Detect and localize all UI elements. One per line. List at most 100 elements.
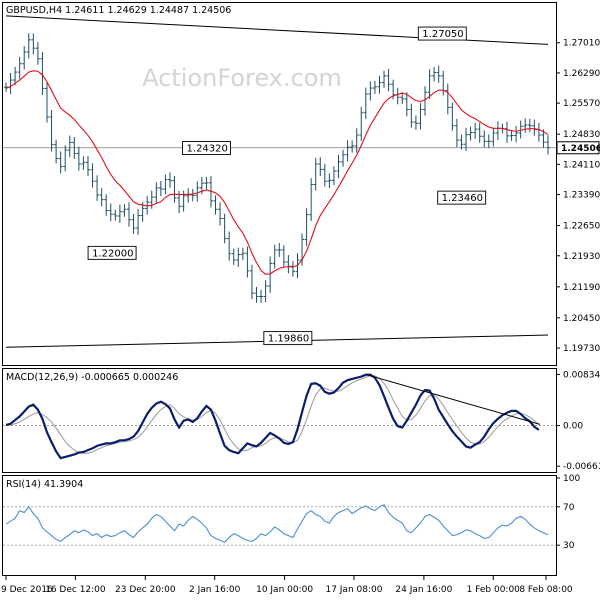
rsi-main-line	[5, 504, 549, 543]
price-bar	[400, 92, 405, 105]
price-bar	[167, 172, 172, 188]
price-bar	[432, 66, 437, 82]
price-bar	[158, 180, 163, 197]
macd-panel-title: MACD(12,26,9) -0.000665 0.000246	[6, 372, 178, 383]
time-tick-label: 1 Feb 00:00	[467, 585, 521, 595]
annotation-box	[87, 245, 137, 260]
price-bar	[190, 189, 195, 202]
price-bar	[76, 146, 81, 171]
rsi-line	[5, 504, 549, 543]
price-bar	[4, 82, 8, 92]
rsi-tick-label: 30	[563, 541, 575, 551]
price-bar	[359, 106, 364, 142]
price-bar	[413, 115, 418, 130]
price-bar	[281, 245, 286, 267]
price-bar	[354, 128, 359, 153]
price-bar	[122, 204, 127, 217]
price-bar	[268, 256, 273, 293]
price-tick-label: 1.26290	[563, 69, 600, 79]
time-tick-label: 10 Jan 00:00	[256, 585, 313, 595]
price-bar	[372, 80, 377, 94]
price-bar	[131, 214, 136, 234]
price-bar	[382, 70, 387, 88]
time-tick-label: 24 Jan 16:00	[395, 585, 452, 595]
price-tick-label: 1.20450	[563, 314, 600, 324]
price-bar	[249, 264, 254, 300]
time-tick-label: 23 Dec 20:00	[115, 585, 176, 595]
price-bar	[445, 83, 450, 115]
price-bar	[404, 92, 409, 117]
price-bar	[395, 87, 400, 105]
price-bar	[436, 65, 441, 83]
rsi-axis-ticks: 100 70 30	[556, 474, 580, 551]
macd-tick-label: 0.00	[563, 422, 583, 432]
price-bar	[26, 33, 31, 59]
price-bar	[117, 204, 122, 223]
price-bar	[90, 163, 95, 188]
price-bar	[17, 56, 22, 79]
price-bar	[418, 103, 423, 130]
price-bar	[58, 151, 63, 174]
price-bar	[213, 195, 218, 215]
price-tick-label: 1.21190	[563, 283, 600, 293]
price-bar	[31, 33, 36, 55]
annotation-box	[182, 141, 231, 156]
price-bar	[459, 134, 464, 150]
macd-signal-line	[5, 375, 540, 454]
price-tick-label: 1.23390	[563, 191, 600, 201]
price-tick-label: 1.21930	[563, 252, 600, 262]
price-bar	[81, 156, 86, 170]
price-bar	[386, 68, 391, 92]
price-bar	[231, 248, 236, 265]
price-bar	[450, 102, 455, 131]
price-bar	[254, 286, 259, 303]
price-bar	[204, 176, 209, 190]
time-tick-label: 16 Dec 12:00	[45, 585, 106, 595]
time-tick-label: 8 Feb 08:00	[519, 585, 573, 595]
price-bar	[309, 178, 314, 222]
price-bar	[172, 176, 177, 203]
price-bar	[541, 129, 546, 148]
price-bar	[304, 208, 309, 246]
annotation-label: 1.23460	[442, 193, 483, 204]
price-bar	[441, 70, 446, 96]
price-panel-title: GBPUSD,H4 1.24611 1.24629 1.24487 1.2450…	[6, 5, 231, 16]
price-bar	[245, 246, 250, 278]
price-panel-frame	[2, 2, 557, 366]
price-bar	[495, 121, 500, 140]
price-bar	[468, 126, 473, 141]
annotation-label: 1.24320	[187, 144, 228, 155]
macd-axis-ticks: 0.008341 0.00 -0.00661	[556, 370, 600, 472]
price-bar	[227, 231, 232, 261]
annotation-box	[417, 26, 467, 41]
reference-lines	[3, 147, 556, 546]
annotation-label: 1.27050	[422, 29, 463, 40]
price-bar	[95, 175, 100, 201]
price-bar	[409, 103, 414, 128]
price-bar	[218, 202, 223, 226]
price-bar	[49, 110, 54, 152]
price-bar	[327, 173, 332, 189]
annotation-box	[263, 331, 313, 346]
price-bar	[345, 140, 350, 162]
price-bar	[313, 157, 318, 191]
macd-tick-label: 0.008341	[563, 370, 600, 380]
price-bar	[336, 154, 341, 179]
price-bar	[104, 194, 109, 216]
price-bar	[54, 139, 59, 164]
price-tick-label: 1.27010	[563, 39, 600, 49]
price-bar	[350, 140, 355, 153]
macd-panel-frame	[2, 368, 557, 473]
price-bar	[99, 188, 104, 207]
price-bar	[44, 82, 49, 123]
price-bar	[236, 247, 241, 267]
price-bar	[523, 118, 528, 133]
rsi-tick-label: 70	[563, 503, 575, 513]
price-bar	[126, 202, 131, 227]
price-bar	[22, 46, 27, 70]
price-bar	[368, 81, 373, 101]
price-bar	[318, 157, 323, 177]
price-bar	[40, 51, 45, 96]
price-bar	[505, 121, 510, 143]
